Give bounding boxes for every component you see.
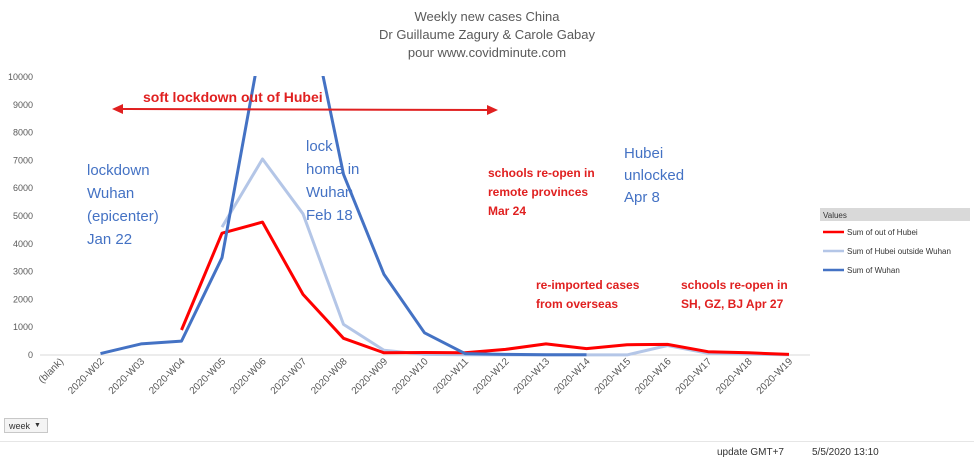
annotation-7-line-2: SH, GZ, BJ Apr 27 <box>681 297 784 311</box>
x-tick-label: 2020-W09 <box>350 356 391 397</box>
y-tick-label: 10000 <box>8 72 33 82</box>
annotation-6-line-1: re-imported cases <box>536 278 640 292</box>
annotation-3-line-4: Feb 18 <box>306 207 353 224</box>
footer-divider <box>0 441 974 442</box>
annotation-3-line-2: home in <box>306 161 359 178</box>
series-line-sum-of-out-of-hubei <box>180 220 790 356</box>
chart-title-line-1: Weekly new cases China <box>415 9 561 24</box>
y-tick-label: 8000 <box>13 128 33 138</box>
y-tick-label: 5000 <box>13 211 33 221</box>
annotation-5-line-1: schools re-open in <box>488 166 595 180</box>
week-filter-label: week <box>9 420 31 431</box>
legend-entry: Sum of Wuhan <box>847 266 900 275</box>
annotation-5-line-3: Mar 24 <box>488 204 526 218</box>
chart-title-line-2: Dr Guillaume Zagury & Carole Gabay <box>379 27 596 42</box>
y-tick-label: 2000 <box>13 294 33 304</box>
x-tick-label: 2020-W05 <box>188 356 229 397</box>
x-tick-label: 2020-W13 <box>512 356 553 397</box>
update-label: update GMT+7 <box>717 447 784 458</box>
update-datetime: 5/5/2020 13:10 <box>812 447 879 458</box>
week-filter-button[interactable]: week ▼ <box>4 418 48 433</box>
annotation-1-line-1: soft lockdown out of Hubei <box>143 89 323 105</box>
x-tick-label: 2020-W18 <box>714 356 755 397</box>
annotation-2-line-3: (epicenter) <box>87 208 159 225</box>
y-tick-label: 3000 <box>13 267 33 277</box>
x-tick-label: 2020-W14 <box>552 356 593 397</box>
annotation-2-line-2: Wuhan <box>87 185 134 202</box>
y-tick-label: 7000 <box>13 155 33 165</box>
y-tick-label: 9000 <box>13 100 33 110</box>
y-tick-label: 6000 <box>13 183 33 193</box>
annotation-6-line-2: from overseas <box>536 297 618 311</box>
annotation-2-line-1: lockdown <box>87 162 150 179</box>
y-tick-label: 0 <box>28 350 33 360</box>
x-tick-label: (blank) <box>37 356 66 385</box>
x-tick-label: 2020-W17 <box>674 356 715 397</box>
chart-title-line-3: pour www.covidminute.com <box>408 45 566 60</box>
x-tick-label: 2020-W11 <box>431 356 471 396</box>
legend: Values Sum of out of Hubei Sum of Hubei o… <box>820 208 970 275</box>
x-tick-label: 2020-W15 <box>593 356 634 397</box>
x-tick-label: 2020-W19 <box>755 356 796 397</box>
annotation-4-line-1: Hubei <box>624 145 663 162</box>
annotation-4-line-2: unlocked <box>624 167 684 184</box>
y-tick-label: 1000 <box>13 322 33 332</box>
x-tick-label: 2020-W10 <box>390 356 431 397</box>
chevron-down-icon: ▼ <box>34 422 41 429</box>
soft-lockdown-arrow <box>112 104 498 115</box>
x-tick-label: 2020-W12 <box>471 356 512 397</box>
series-line-sum-of-wuhan <box>100 76 587 357</box>
annotation-3-line-1: lock <box>306 138 333 155</box>
annotation-2-line-4: Jan 22 <box>87 231 132 248</box>
x-tick-label: 2020-W08 <box>309 356 350 397</box>
y-tick-label: 4000 <box>13 239 33 249</box>
annotation-4-line-3: Apr 8 <box>624 189 660 206</box>
annotation-5-line-2: remote provinces <box>488 185 588 199</box>
x-tick-label: 2020-W16 <box>633 356 674 397</box>
x-tick-label: 2020-W06 <box>228 356 269 397</box>
annotation-7-line-1: schools re-open in <box>681 278 788 292</box>
legend-entry: Sum of Hubei outside Wuhan <box>847 247 951 256</box>
x-tick-label: 2020-W07 <box>269 356 310 397</box>
x-tick-label: 2020-W03 <box>107 356 148 397</box>
x-tick-label: 2020-W02 <box>66 356 107 397</box>
legend-entry: Sum of out of Hubei <box>847 228 918 237</box>
legend-title: Values <box>823 211 847 220</box>
annotation-3-line-3: Wuhan <box>306 184 353 201</box>
x-tick-label: 2020-W04 <box>147 356 188 397</box>
